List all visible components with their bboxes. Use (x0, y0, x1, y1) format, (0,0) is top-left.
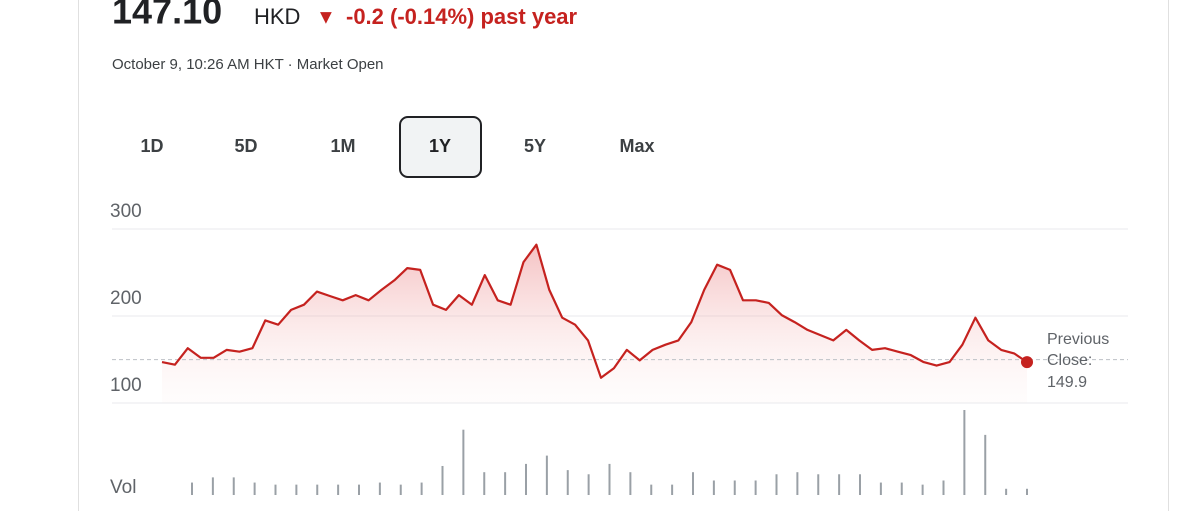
range-tab[interactable]: 5Y (524, 136, 546, 156)
price-area (162, 244, 1027, 403)
volume-bar (399, 484, 402, 495)
volume-bar (420, 482, 423, 495)
timestamp: October 9, 10:26 AM HKT · Market Open (112, 56, 384, 73)
volume-bar (358, 484, 360, 495)
volume-bar (545, 455, 548, 495)
range-tab[interactable]: Max (619, 136, 654, 156)
range-tab[interactable]: 1D (140, 136, 163, 156)
volume-bar (608, 463, 611, 495)
y-tick-label: 300 (110, 201, 142, 222)
volume-bar (650, 484, 653, 495)
range-tab-selected[interactable] (399, 116, 482, 178)
volume-bar (191, 482, 193, 495)
volume-bar (337, 484, 340, 495)
volume-bar (378, 482, 381, 495)
volume-bar (942, 480, 945, 495)
change-arrow: ▼ (316, 6, 336, 28)
range-tabs: 1D 5D 1M 1Y 5Y Max (140, 116, 655, 178)
previous-close-label: Previous (1047, 331, 1109, 348)
change: -0.2 (-0.14%) past year (346, 4, 578, 29)
volume-bar (587, 474, 590, 495)
volume-bar (775, 474, 778, 495)
range-tab[interactable]: 1Y (429, 136, 451, 156)
volume-bar (504, 472, 507, 495)
volume-bar (1005, 488, 1008, 495)
volume-bar (629, 472, 632, 495)
volume-bar (441, 465, 444, 495)
volume-bar (879, 482, 882, 495)
volume-bar (1026, 488, 1028, 495)
range-tab[interactable]: 5D (234, 136, 257, 156)
volume-bar (316, 484, 319, 495)
volume-bar (525, 463, 527, 495)
previous-close-value: 149.9 (1047, 374, 1087, 391)
volume-bar (295, 484, 298, 495)
volume-bar (692, 472, 694, 495)
currency: HKD (254, 4, 300, 29)
volume-bar (232, 477, 235, 495)
y-tick-label: 200 (110, 288, 142, 309)
volume-bar (712, 480, 715, 495)
y-tick-label: 100 (110, 375, 142, 396)
volume-bar (921, 484, 924, 495)
volume-bar (211, 477, 214, 495)
range-tab[interactable]: 1M (330, 136, 355, 156)
volume-bar (671, 484, 674, 495)
volume-bar (859, 474, 861, 495)
volume-label: Vol (110, 477, 136, 498)
volume-bar (838, 474, 841, 495)
last-price-dot (1021, 356, 1033, 369)
volume-bar (963, 410, 966, 495)
volume-bar (274, 484, 277, 495)
chart: 100 200 300 Previous Close: 149.9 Vol (110, 201, 1128, 498)
volume-bar (566, 470, 569, 495)
volume-bar (253, 482, 256, 495)
volume-bar (483, 472, 486, 495)
volume-bar (796, 472, 799, 495)
volume-bar (733, 480, 736, 495)
price: 147.10 (112, 0, 222, 32)
previous-close-label: Close: (1047, 352, 1092, 369)
volume-bar (817, 474, 820, 495)
volume-bar (754, 480, 757, 495)
volume-bar (984, 434, 987, 495)
price-line (161, 243, 1028, 379)
volume-bar (900, 482, 903, 495)
volume-bar (462, 429, 465, 495)
